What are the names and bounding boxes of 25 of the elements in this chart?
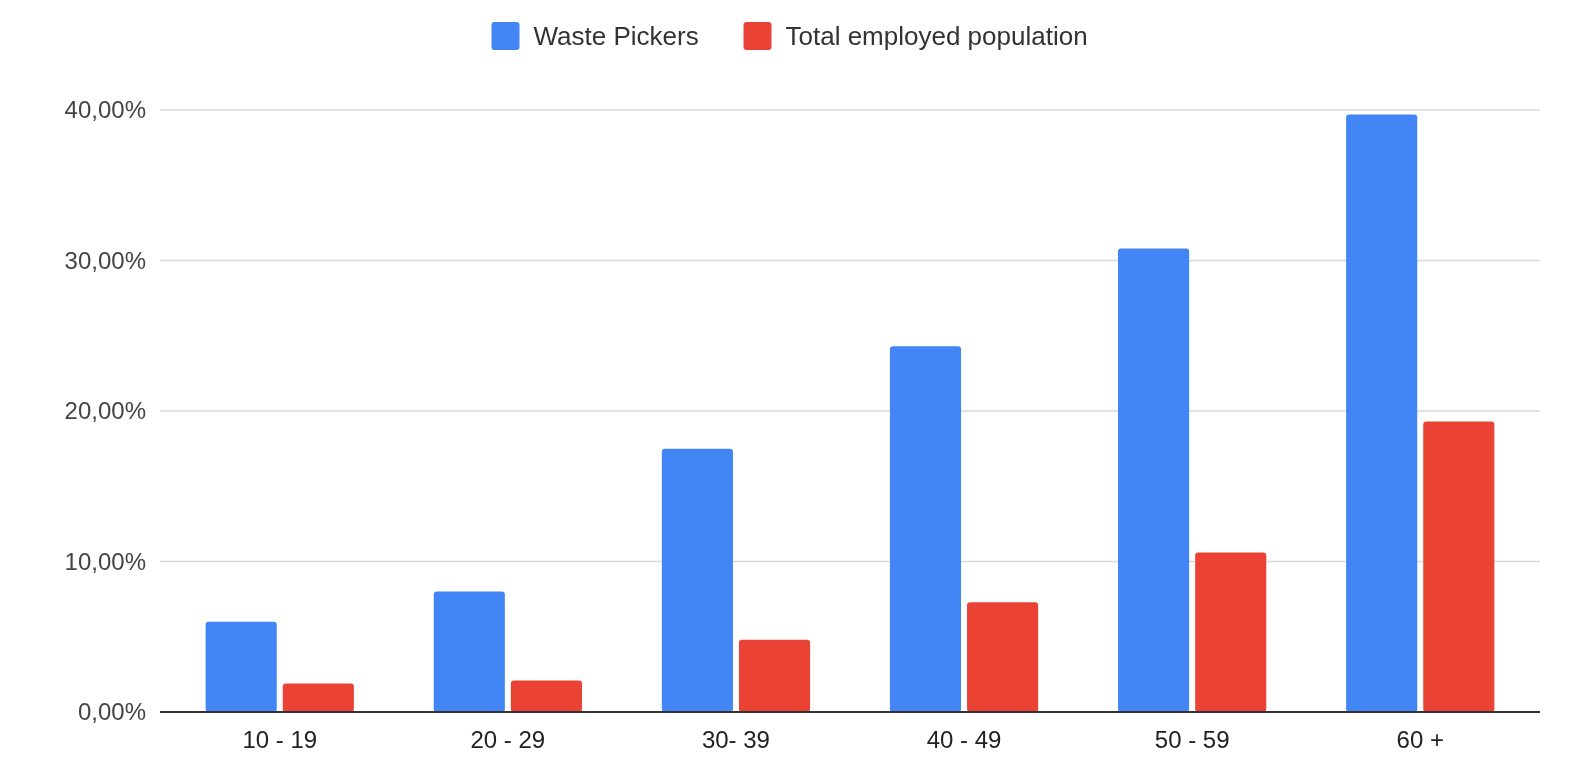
- x-tick-label: 10 - 19: [242, 726, 318, 753]
- bar: [433, 591, 505, 712]
- bar: [661, 448, 733, 712]
- x-tick-label: 50 - 59: [1154, 726, 1230, 753]
- y-tick-label: 20,00%: [64, 397, 146, 425]
- bar: [1195, 552, 1267, 712]
- bar: [967, 602, 1039, 712]
- y-tick-label: 40,00%: [64, 96, 146, 124]
- bar: [205, 621, 277, 712]
- x-tick-label: 60 +: [1396, 726, 1444, 753]
- legend-label: Total employed population: [785, 21, 1088, 52]
- legend-label: Waste Pickers: [533, 21, 699, 52]
- x-tick-label: 40 - 49: [926, 726, 1002, 753]
- bar: [738, 639, 811, 712]
- bar: [889, 346, 962, 712]
- y-tick-label: 30,00%: [64, 246, 146, 274]
- bar: [282, 683, 354, 712]
- bar: [1423, 421, 1495, 712]
- bar: [1346, 114, 1418, 712]
- y-tick-label: 10,00%: [64, 547, 146, 575]
- x-tick-label: 20 - 29: [470, 726, 546, 753]
- y-tick-label: 0,00%: [77, 698, 146, 726]
- bar: [1118, 248, 1190, 712]
- bar: [510, 680, 582, 712]
- x-tick-label: 30- 39: [701, 726, 770, 753]
